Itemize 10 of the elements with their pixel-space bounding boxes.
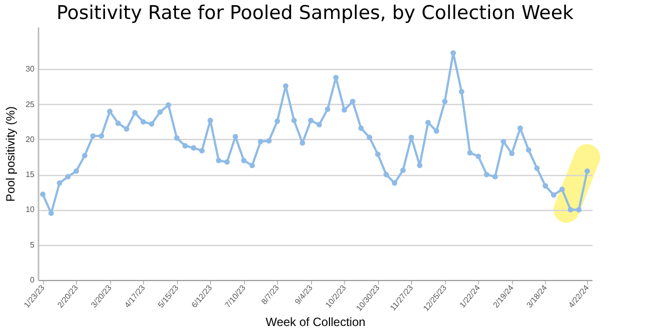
y-tick-label: 10 [26, 205, 36, 214]
y-tick-label: 15 [26, 170, 36, 180]
y-axis-title: Pool positivity (%) [4, 106, 18, 202]
y-tick-label: 0 [30, 276, 36, 284]
chart-title: Positivity Rate for Pooled Samples, by Collection Week [56, 2, 574, 24]
y-tick-label: 5 [30, 240, 36, 250]
y-tick-label: 30 [26, 64, 36, 74]
y-tick-label: 20 [26, 134, 36, 144]
x-axis-title: Week of Collection [266, 314, 366, 329]
y-tick-label: 25 [26, 100, 36, 109]
